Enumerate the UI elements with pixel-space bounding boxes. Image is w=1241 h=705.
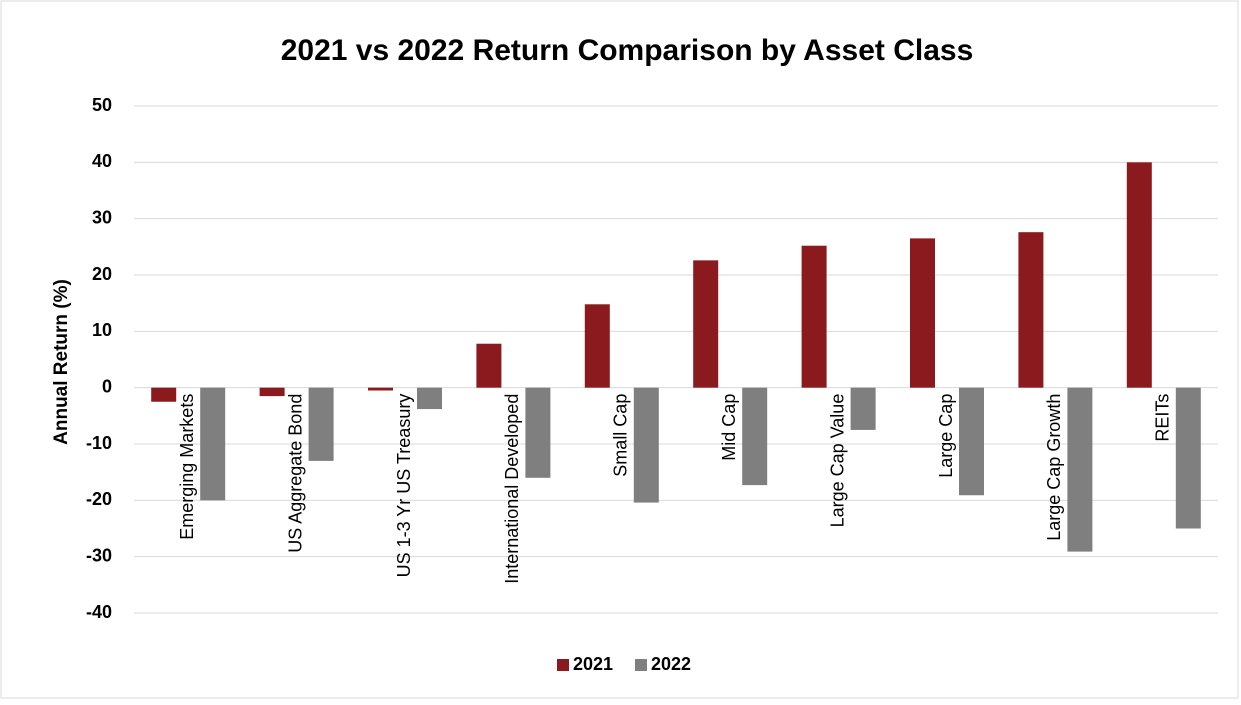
bar bbox=[910, 238, 935, 388]
bar bbox=[1126, 162, 1152, 388]
x-tick-label: US Aggregate Bond bbox=[285, 394, 305, 553]
y-tick-label: -30 bbox=[86, 545, 112, 565]
legend-swatch bbox=[557, 659, 569, 671]
x-tick-label: US 1-3 Yr US Treasury bbox=[394, 394, 414, 578]
chart-title: 2021 vs 2022 Return Comparison by Asset … bbox=[281, 34, 974, 67]
bar bbox=[476, 343, 502, 388]
legend-label: 2022 bbox=[651, 654, 691, 674]
bar bbox=[801, 245, 827, 388]
bar bbox=[693, 260, 719, 388]
bar bbox=[259, 387, 285, 397]
bar bbox=[200, 387, 226, 501]
bar bbox=[742, 387, 768, 486]
bar bbox=[959, 387, 984, 496]
y-axis-label: Annual Return (%) bbox=[51, 279, 72, 445]
bar bbox=[525, 387, 551, 478]
x-tick-label: Mid Cap bbox=[719, 394, 739, 461]
x-tick-label: Large Cap bbox=[936, 394, 956, 478]
y-tick-label: -20 bbox=[86, 489, 112, 509]
bar bbox=[151, 387, 177, 402]
bar bbox=[308, 387, 334, 461]
y-tick-label: -10 bbox=[86, 433, 112, 453]
y-tick-label: 50 bbox=[92, 95, 112, 115]
bar bbox=[1018, 232, 1044, 388]
x-tick-label: Large Cap Value bbox=[827, 394, 847, 528]
bar bbox=[584, 304, 610, 388]
x-tick-label: Emerging Markets bbox=[177, 394, 197, 540]
x-tick-label: Large Cap Growth bbox=[1044, 394, 1064, 541]
x-tick-label: REITs bbox=[1153, 394, 1173, 442]
x-tick-label: International Developed bbox=[502, 394, 522, 584]
y-tick-label: 10 bbox=[92, 320, 112, 340]
y-tick-label: 0 bbox=[102, 376, 112, 396]
bar bbox=[417, 387, 442, 410]
y-tick-label: 40 bbox=[92, 151, 112, 171]
x-tick-label: Small Cap bbox=[611, 394, 631, 477]
y-tick-label: 30 bbox=[92, 207, 112, 227]
bar bbox=[1067, 387, 1093, 552]
bar bbox=[368, 387, 393, 391]
y-tick-label: -40 bbox=[86, 602, 112, 622]
bar bbox=[633, 387, 659, 503]
y-tick-label: 20 bbox=[92, 264, 112, 284]
legend-swatch bbox=[635, 659, 647, 671]
bar bbox=[850, 387, 876, 430]
bar bbox=[1175, 387, 1201, 529]
legend-label: 2021 bbox=[573, 654, 613, 674]
